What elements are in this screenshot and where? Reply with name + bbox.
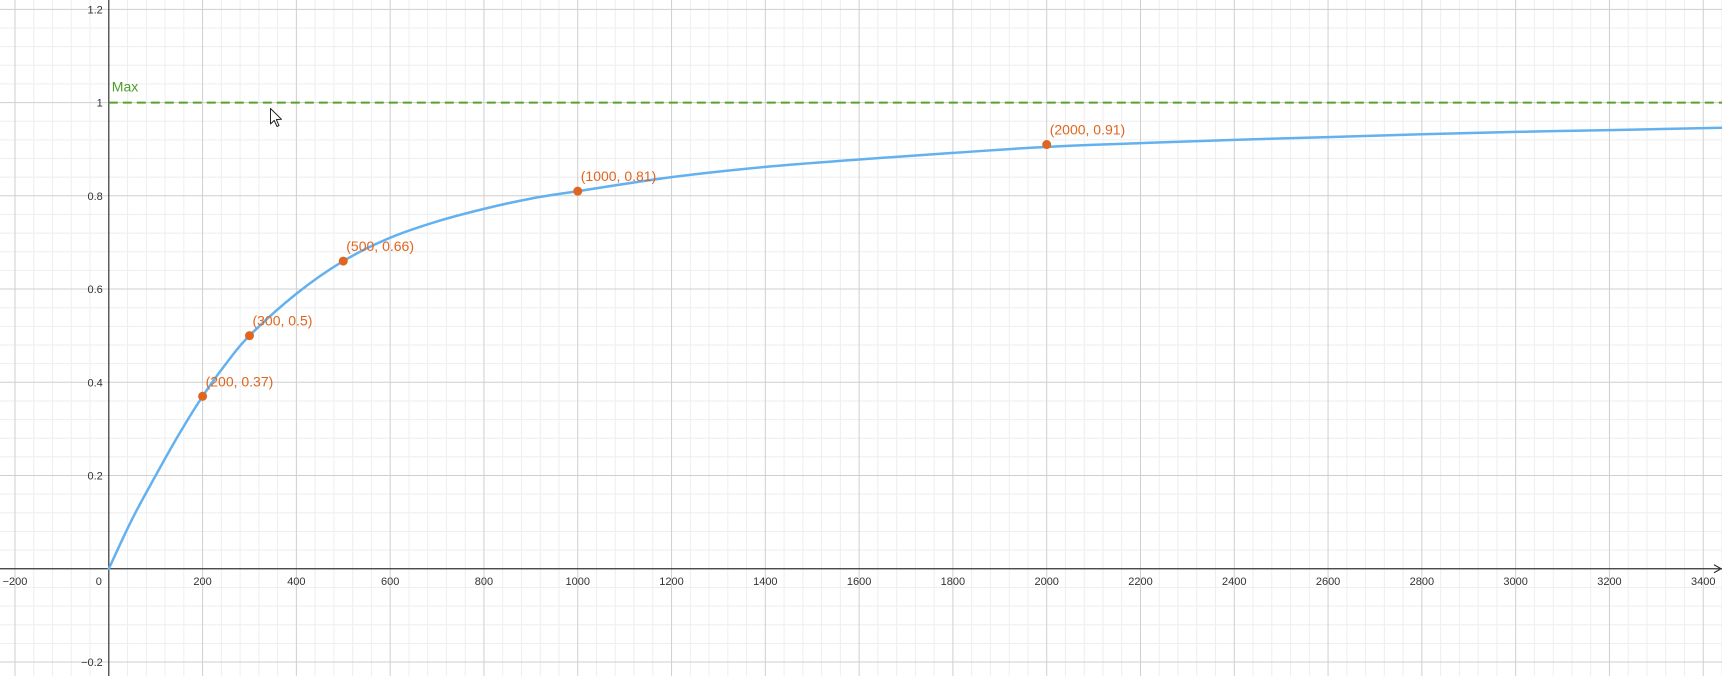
curves xyxy=(107,126,1722,571)
data-point[interactable] xyxy=(198,391,208,401)
max-label: Max xyxy=(112,79,138,95)
x-tick-label: 3200 xyxy=(1597,576,1621,588)
x-tick-label: 2600 xyxy=(1316,576,1340,588)
data-point-label: (1000, 0.81) xyxy=(581,168,657,184)
data-point-label: (300, 0.5) xyxy=(252,313,312,329)
curve xyxy=(107,126,1722,571)
data-point[interactable] xyxy=(1042,140,1052,150)
x-tick-label: 400 xyxy=(287,576,305,588)
x-tick-label: 2800 xyxy=(1410,576,1434,588)
x-tick-label: 600 xyxy=(381,576,399,588)
data-point[interactable] xyxy=(338,256,348,266)
y-tick-label: −0.2 xyxy=(81,657,103,669)
x-tick-label: 1000 xyxy=(566,576,590,588)
data-point[interactable] xyxy=(573,186,583,196)
x-tick-label: 0 xyxy=(96,576,102,588)
y-tick-label: 1.2 xyxy=(88,4,103,16)
data-point[interactable] xyxy=(244,331,254,341)
x-tick-label: 1600 xyxy=(847,576,871,588)
mouse-cursor-icon xyxy=(270,108,282,127)
x-tick-label: 200 xyxy=(193,576,211,588)
y-tick-label: 0.8 xyxy=(88,191,103,203)
x-tick-label: 800 xyxy=(475,576,493,588)
y-tick-label: 0.2 xyxy=(88,471,103,483)
tick-labels: −200 0 200 400 600 800 1000 1200 1400 1600 1800 200… xyxy=(3,4,1716,669)
data-point-label: (200, 0.37) xyxy=(206,373,274,389)
x-tick-label: −200 xyxy=(3,576,28,588)
data-points: (200, 0.37) (300, 0.5) (500, 0.66) (1000, 0… xyxy=(198,122,1125,401)
y-tick-label: 1 xyxy=(97,98,103,110)
x-tick-label: 2400 xyxy=(1222,576,1246,588)
x-tick-label: 1400 xyxy=(753,576,777,588)
x-tick-label: 1800 xyxy=(941,576,965,588)
y-tick-label: 0.4 xyxy=(88,377,103,389)
data-point-label: (2000, 0.91) xyxy=(1050,122,1126,138)
x-tick-label: 2000 xyxy=(1034,576,1058,588)
data-point-label: (500, 0.66) xyxy=(346,238,414,254)
x-tick-label: 2200 xyxy=(1128,576,1152,588)
y-tick-label: 0.6 xyxy=(88,284,103,296)
x-tick-label: 1200 xyxy=(659,576,683,588)
x-axis-arrow-icon xyxy=(1713,564,1722,574)
max-reference-line: Max xyxy=(108,79,1722,104)
x-tick-label: 3000 xyxy=(1503,576,1527,588)
x-tick-label: 3400 xyxy=(1691,576,1715,588)
